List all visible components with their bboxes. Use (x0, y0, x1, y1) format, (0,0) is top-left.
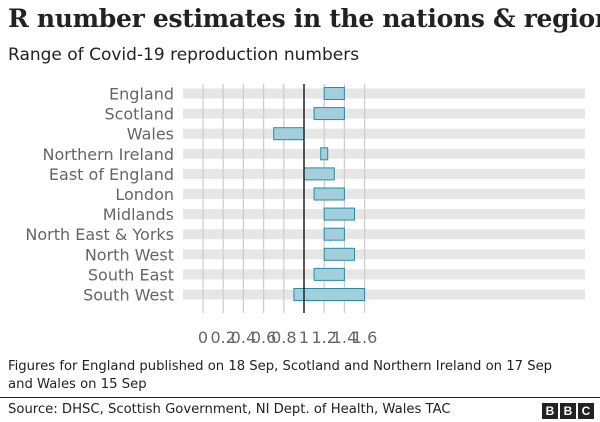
footnote-line-1: Figures for England published on 18 Sep,… (8, 359, 553, 374)
bbc-logo-letter: B (560, 403, 576, 419)
row-band (183, 249, 585, 260)
category-label: England (109, 85, 174, 104)
row-band (183, 108, 585, 119)
category-label: Wales (127, 125, 174, 144)
category-label: Northern Ireland (43, 145, 174, 164)
range-bars (273, 87, 366, 301)
x-tick-label: 1.4 (332, 328, 357, 347)
x-tick-label: 1.6 (352, 328, 377, 347)
x-tick-label: 0.4 (231, 328, 256, 347)
footnote: Figures for England published on 18 Sep,… (8, 358, 598, 394)
x-tick-label: 0.2 (210, 328, 235, 347)
range-bar (313, 187, 345, 201)
x-tick-label: 1 (299, 328, 309, 347)
footer-rule (0, 397, 600, 398)
category-label: South East (88, 265, 174, 284)
range-bar (313, 267, 345, 281)
row-band (183, 168, 585, 179)
range-bar (323, 87, 345, 100)
x-tick-label: 1.2 (311, 328, 336, 347)
range-bar (293, 288, 366, 301)
category-label: East of England (49, 165, 174, 184)
bbc-logo: B B C (542, 403, 594, 419)
chart-title: R number estimates in the nations & regi… (8, 4, 600, 33)
row-band (183, 88, 585, 99)
source-note: Source: DHSC, Scottish Government, NI De… (8, 402, 451, 417)
footnote-line-2: and Wales on 15 Sep (8, 377, 147, 392)
chart-subtitle: Range of Covid-19 reproduction numbers (8, 45, 360, 65)
category-label: Midlands (103, 205, 174, 224)
row-band (183, 289, 585, 300)
x-tick-label: 0.8 (271, 328, 296, 347)
bbc-logo-letter: B (542, 403, 558, 419)
x-axis: 0 0.20.40.60.8 1 1.21.41.6 (198, 328, 377, 347)
x-tick-label: 0 (198, 328, 208, 347)
range-bar (313, 107, 345, 121)
range-bar (323, 207, 356, 221)
row-band (183, 269, 585, 280)
row-band (183, 189, 585, 199)
row-band (183, 229, 585, 240)
row-bands (183, 88, 585, 300)
category-label: Scotland (104, 105, 174, 124)
range-bar (323, 227, 345, 241)
row-band (183, 209, 585, 220)
x-tick-label: 0.6 (251, 328, 276, 347)
range-bar (320, 147, 329, 161)
category-label: North East & Yorks (25, 225, 174, 244)
category-label: South West (83, 286, 174, 305)
category-label: North West (85, 245, 174, 264)
range-bar (323, 247, 356, 261)
bbc-logo-letter: C (578, 403, 594, 419)
range-bar (273, 127, 305, 141)
category-label: London (115, 185, 174, 204)
row-band (183, 128, 585, 139)
row-band (183, 148, 585, 159)
range-bar (303, 167, 335, 181)
